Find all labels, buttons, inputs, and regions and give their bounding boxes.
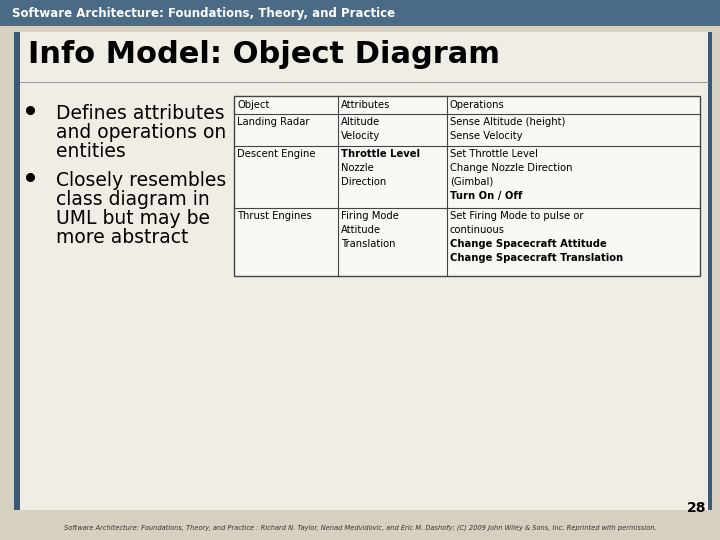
Text: Object: Object — [237, 100, 269, 110]
Text: 28: 28 — [686, 501, 706, 515]
Text: Attributes: Attributes — [341, 100, 390, 110]
Text: Firing Mode: Firing Mode — [341, 211, 399, 221]
Text: entities: entities — [56, 142, 126, 161]
Text: Info Model: Object Diagram: Info Model: Object Diagram — [28, 40, 500, 69]
Text: Software Architecture: Foundations, Theory, and Practice : Richard N. Taylor, Ne: Software Architecture: Foundations, Theo… — [63, 525, 657, 531]
Text: Nozzle: Nozzle — [341, 163, 374, 173]
Text: Operations: Operations — [450, 100, 505, 110]
Text: Turn On / Off: Turn On / Off — [450, 191, 523, 201]
Text: Defines attributes: Defines attributes — [56, 104, 225, 123]
Text: Landing Radar: Landing Radar — [237, 117, 310, 127]
Text: Closely resembles: Closely resembles — [56, 171, 226, 190]
Bar — [234, 96, 700, 276]
Text: Change Spacecraft Translation: Change Spacecraft Translation — [450, 253, 623, 263]
Text: Change Nozzle Direction: Change Nozzle Direction — [450, 163, 572, 173]
Text: Altitude
Velocity: Altitude Velocity — [341, 117, 380, 141]
Text: Set Firing Mode to pulse or: Set Firing Mode to pulse or — [450, 211, 583, 221]
Text: Direction: Direction — [341, 177, 386, 187]
Bar — [14, 32, 712, 510]
Bar — [0, 0, 720, 26]
Text: Descent Engine: Descent Engine — [237, 149, 315, 159]
Bar — [708, 32, 712, 510]
Text: (Gimbal): (Gimbal) — [450, 177, 493, 187]
Bar — [14, 32, 20, 510]
Text: Attitude: Attitude — [341, 225, 381, 235]
Text: more abstract: more abstract — [56, 228, 189, 247]
Text: class diagram in: class diagram in — [56, 190, 210, 209]
Text: Software Architecture: Foundations, Theory, and Practice: Software Architecture: Foundations, Theo… — [12, 6, 395, 19]
Text: Translation: Translation — [341, 239, 395, 249]
Text: Throttle Level: Throttle Level — [341, 149, 420, 159]
Text: Thrust Engines: Thrust Engines — [237, 211, 312, 221]
Text: UML but may be: UML but may be — [56, 209, 210, 228]
Text: Change Spacecraft Attitude: Change Spacecraft Attitude — [450, 239, 607, 249]
Text: Set Throttle Level: Set Throttle Level — [450, 149, 538, 159]
Text: Sense Altitude (height)
Sense Velocity: Sense Altitude (height) Sense Velocity — [450, 117, 565, 141]
Text: continuous: continuous — [450, 225, 505, 235]
Text: and operations on: and operations on — [56, 123, 226, 142]
